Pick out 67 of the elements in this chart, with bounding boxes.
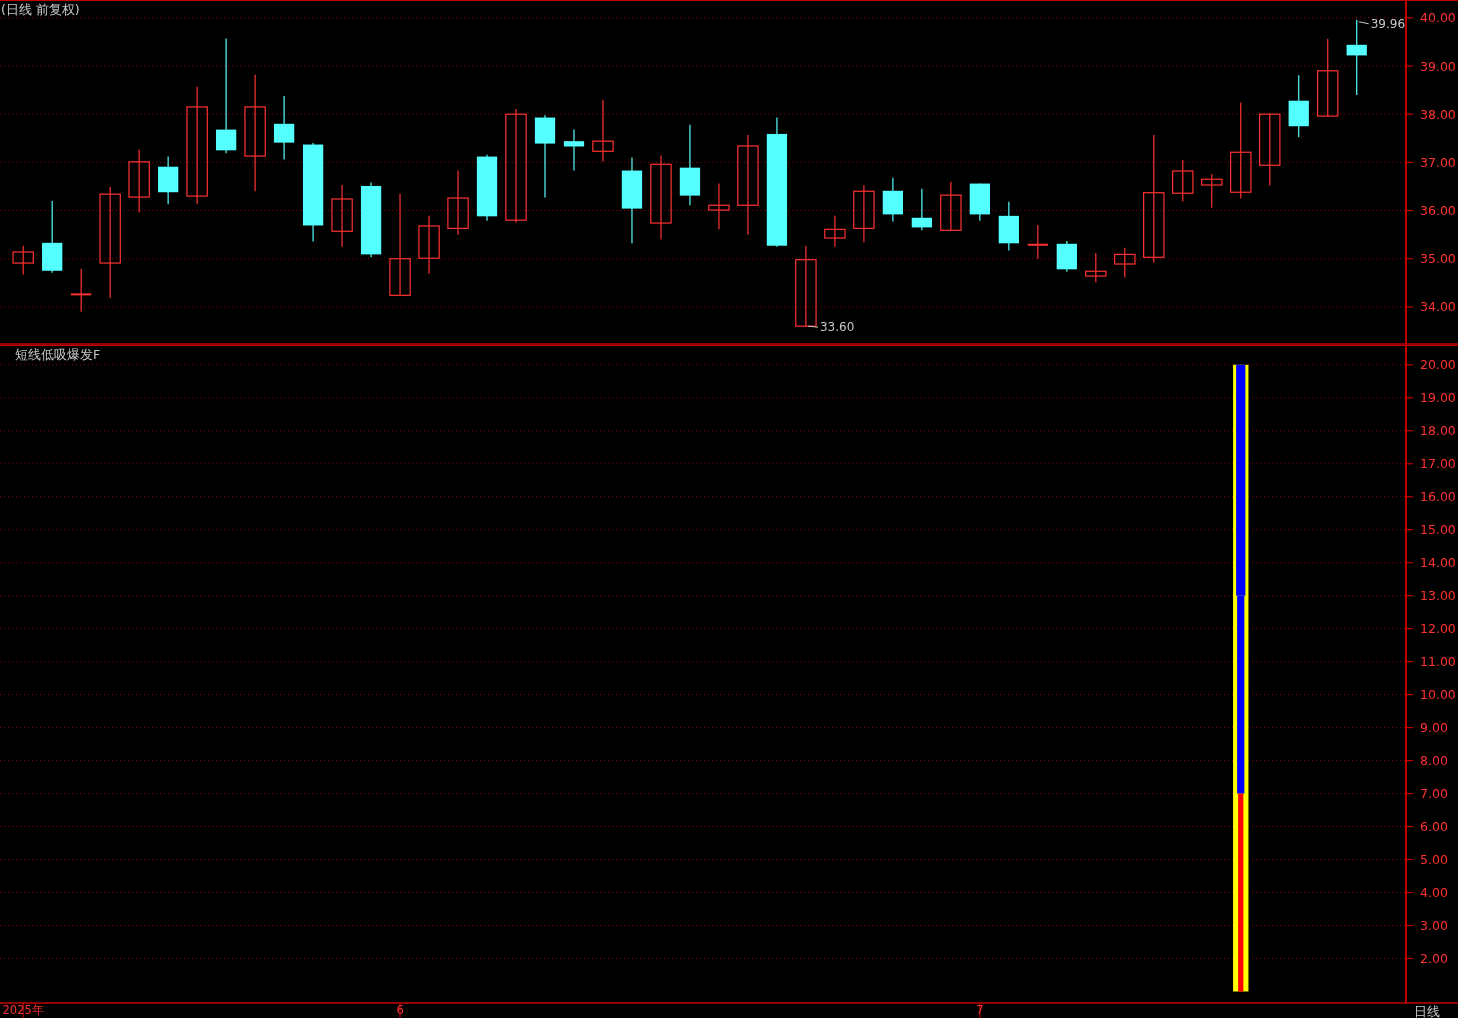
candlestick	[563, 129, 585, 172]
candlestick	[186, 86, 208, 205]
chart-title: (日线 前复权)	[1, 2, 80, 17]
y-tick-label: 13.00	[1420, 588, 1456, 604]
candlestick	[447, 169, 469, 236]
y-tick-label: 40.00	[1420, 10, 1456, 26]
y-tick-label: 15.00	[1420, 522, 1456, 538]
candlestick	[708, 182, 730, 230]
y-tick-label: 36.00	[1420, 203, 1456, 219]
candlestick	[1172, 159, 1194, 202]
candlestick	[882, 177, 904, 223]
candlestick	[737, 134, 759, 236]
y-tick-label: 11.00	[1420, 654, 1456, 670]
y-tick-label: 4.00	[1420, 885, 1448, 901]
candlestick	[1201, 173, 1223, 209]
candlestick	[911, 188, 933, 231]
y-tick-label: 34.00	[1420, 299, 1456, 315]
annotation: 33.60	[819, 320, 855, 335]
candlestick	[1230, 102, 1252, 200]
candlestick	[331, 184, 353, 248]
candlestick	[1085, 252, 1107, 283]
y-tick-label: 3.00	[1420, 917, 1448, 933]
annotation: 39.96	[1370, 16, 1406, 31]
candlestick	[505, 108, 527, 224]
y-tick-label: 10.00	[1420, 687, 1456, 703]
candlestick	[1026, 224, 1049, 260]
y-tick-label: 17.00	[1420, 456, 1456, 472]
x-tick-label: 2025年	[2, 1003, 44, 1017]
candlestick	[592, 99, 614, 162]
y-tick-label: 14.00	[1420, 555, 1456, 571]
candlestick	[1259, 112, 1281, 187]
y-tick-label: 37.00	[1420, 154, 1456, 170]
y-tick-label: 16.00	[1420, 489, 1456, 505]
candlestick	[70, 268, 93, 313]
y-tick-label: 39.00	[1420, 58, 1456, 74]
y-tick-label: 38.00	[1420, 106, 1456, 122]
chart-title: 短线低吸爆发F	[15, 347, 101, 362]
candlestick	[389, 193, 411, 296]
y-tick-label: 2.00	[1420, 950, 1448, 966]
candlestick	[215, 37, 237, 154]
x-tick-label: 7	[976, 1003, 984, 1017]
candlestick	[128, 149, 150, 214]
y-tick-label: 7.00	[1420, 786, 1448, 802]
candlestick	[273, 95, 295, 161]
candlestick	[824, 215, 846, 248]
candlestick	[1316, 38, 1339, 117]
y-tick-label: 20.00	[1420, 357, 1456, 373]
y-tick-label: 6.00	[1420, 819, 1448, 835]
candlestick	[99, 186, 121, 299]
y-tick-label: 35.00	[1420, 251, 1456, 267]
candlestick	[1114, 247, 1136, 279]
candlestick	[418, 215, 440, 275]
y-tick-label: 18.00	[1420, 423, 1456, 439]
candlestick	[12, 245, 34, 276]
y-tick-label: 9.00	[1420, 720, 1448, 736]
y-tick-label: 12.00	[1420, 621, 1456, 637]
candlestick	[853, 184, 875, 243]
y-tick-label: 8.00	[1420, 753, 1448, 769]
candlestick	[940, 181, 962, 231]
candlestick	[795, 245, 817, 327]
candlestick	[1143, 134, 1165, 264]
y-tick-label: 19.00	[1420, 390, 1456, 406]
text: 日线	[1414, 1004, 1440, 1018]
y-tick-label: 5.00	[1420, 852, 1448, 868]
x-tick-label: 6	[396, 1003, 404, 1017]
candlestick	[244, 74, 266, 192]
candlestick	[650, 155, 672, 241]
